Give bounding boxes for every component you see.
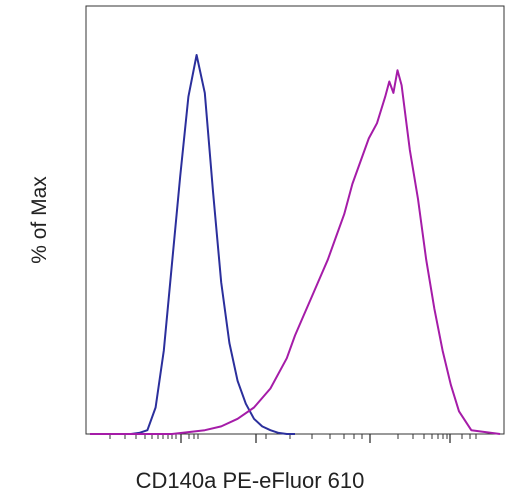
series-group <box>90 54 501 435</box>
plot-frame <box>85 5 505 435</box>
y-axis-label: % of Max <box>28 176 51 264</box>
histogram-series-1 <box>90 54 295 435</box>
x-axis-label: CD140a PE-eFluor 610 <box>136 468 365 493</box>
histogram-series-2 <box>90 69 501 435</box>
x-axis-ticks <box>109 434 477 443</box>
